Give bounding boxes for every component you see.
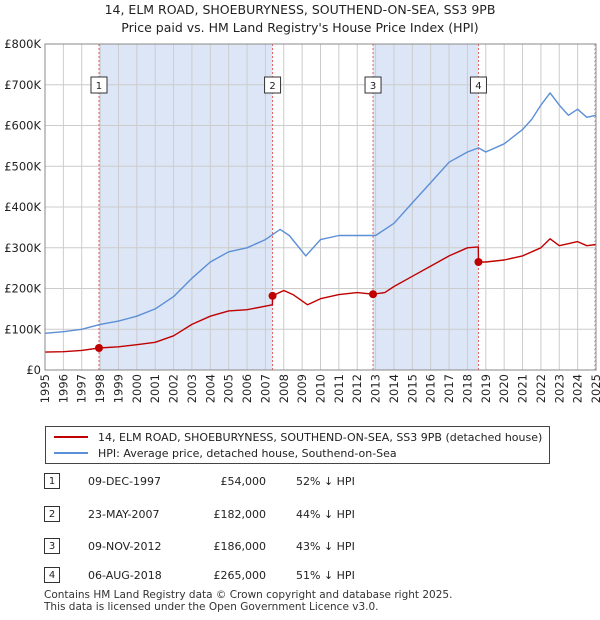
sale-hpi-diff: 52% ↓ HPI	[296, 475, 355, 488]
x-tick-label: 2012	[350, 374, 364, 403]
x-tick-label: 2009	[295, 374, 309, 403]
sale-point	[94, 343, 103, 352]
sale-number-badge: 4	[44, 567, 60, 583]
legend-swatch-property	[54, 436, 88, 438]
sale-date: 09-DEC-1997	[88, 475, 162, 488]
x-tick-label: 1995	[38, 374, 52, 403]
y-tick-label: £400K	[4, 200, 41, 214]
sale-price: £265,000	[213, 569, 267, 582]
price-chart: £0 £100K £200K £300K £400K £500K £600K £700K £80…	[4, 37, 600, 403]
sale-marker-box	[469, 76, 487, 94]
legend: 14, ELM ROAD, SHOEBURYNESS, SOUTHEND-ON-…	[45, 426, 550, 464]
y-tick-label: £500K	[4, 159, 41, 173]
sale-hpi-diff: 43% ↓ HPI	[296, 540, 355, 553]
y-tick-label: £700K	[4, 78, 41, 92]
y-tick-label: £100K	[4, 322, 41, 336]
x-tick-label: 2015	[405, 374, 419, 403]
x-tick-label: 1998	[93, 374, 107, 403]
y-tick-label: £800K	[4, 37, 41, 51]
sale-number-badge: 1	[44, 473, 60, 489]
x-tick-label: 2000	[130, 374, 144, 403]
legend-label-property: 14, ELM ROAD, SHOEBURYNESS, SOUTHEND-ON-…	[98, 430, 543, 444]
sale-row: 4 06-AUG-2018 £265,000 51% ↓ HPI	[44, 567, 374, 585]
sale-price: £54,000	[220, 475, 267, 488]
sale-hpi-diff: 51% ↓ HPI	[296, 569, 355, 582]
legend-item-property: 14, ELM ROAD, SHOEBURYNESS, SOUTHEND-ON-…	[54, 429, 542, 445]
x-tick-label: 2023	[552, 374, 566, 403]
property-price-line	[44, 238, 597, 353]
sale-marker-label: 1	[96, 81, 102, 92]
y-tick-label: £0	[26, 363, 41, 377]
sale-price: £186,000	[213, 540, 267, 553]
x-tick-label: 2020	[497, 374, 511, 403]
sale-point	[369, 290, 378, 299]
x-tick-label: 2022	[534, 374, 548, 403]
x-tick-label: 1996	[56, 374, 70, 403]
sale-point	[474, 258, 483, 267]
chart-title-line2: Price paid vs. HM Land Registry's House …	[121, 20, 479, 35]
chart-title-line1: 14, ELM ROAD, SHOEBURYNESS, SOUTHEND-ON-…	[104, 2, 496, 17]
sale-marker-box	[364, 76, 382, 94]
sale-price: £182,000	[213, 508, 267, 521]
legend-swatch-hpi	[54, 452, 88, 454]
x-tick-label: 2025	[589, 374, 600, 403]
x-tick-label: 2006	[240, 374, 254, 403]
x-tick-label: 2001	[148, 374, 162, 403]
x-tick-label: 2008	[277, 374, 291, 403]
sale-row: 2 23-MAY-2007 £182,000 44% ↓ HPI	[44, 506, 374, 524]
legend-item-hpi: HPI: Average price, detached house, Sout…	[54, 445, 397, 461]
plot-border	[44, 43, 597, 371]
sale-date: 06-AUG-2018	[88, 569, 162, 582]
sale-point	[268, 291, 277, 300]
x-tick-label: 2002	[167, 374, 181, 403]
sale-date: 23-MAY-2007	[88, 508, 160, 521]
x-tick-label: 2019	[479, 374, 493, 403]
x-tick-label: 2005	[222, 374, 236, 403]
x-tick-label: 2004	[203, 374, 217, 403]
x-tick-label: 2018	[460, 374, 474, 403]
x-tick-label: 2007	[258, 374, 272, 403]
sale-date: 09-NOV-2012	[88, 540, 162, 553]
sale-row: 1 09-DEC-1997 £54,000 52% ↓ HPI	[44, 473, 374, 491]
sale-number-badge: 3	[44, 538, 60, 554]
sale-marker-box	[264, 76, 282, 94]
y-tick-label: £300K	[4, 241, 41, 255]
footer-licence: This data is licensed under the Open Gov…	[44, 601, 379, 613]
x-tick-label: 2016	[424, 374, 438, 403]
x-tick-label: 2017	[442, 374, 456, 403]
x-tick-label: 2011	[332, 374, 346, 403]
y-tick-label: £600K	[4, 119, 41, 133]
sale-marker-label: 2	[269, 81, 275, 92]
x-tick-label: 2003	[185, 374, 199, 403]
sale-marker-box	[90, 76, 108, 94]
sale-marker-label: 4	[475, 81, 481, 92]
x-tick-label: 2010	[314, 374, 328, 403]
y-tick-label: £200K	[4, 282, 41, 296]
footer-copyright: Contains HM Land Registry data © Crown c…	[44, 589, 453, 601]
sale-marker-label: 3	[370, 81, 376, 92]
x-tick-label: 2024	[571, 374, 585, 403]
legend-label-hpi: HPI: Average price, detached house, Sout…	[98, 446, 397, 460]
x-tick-label: 2013	[369, 374, 383, 403]
sale-number-badge: 2	[44, 506, 60, 522]
x-tick-label: 1999	[111, 374, 125, 403]
sale-hpi-diff: 44% ↓ HPI	[296, 508, 355, 521]
hpi-line	[44, 92, 597, 334]
sale-row: 3 09-NOV-2012 £186,000 43% ↓ HPI	[44, 538, 374, 556]
x-tick-label: 1997	[75, 374, 89, 403]
x-tick-label: 2014	[387, 374, 401, 403]
x-tick-label: 2021	[516, 374, 530, 403]
